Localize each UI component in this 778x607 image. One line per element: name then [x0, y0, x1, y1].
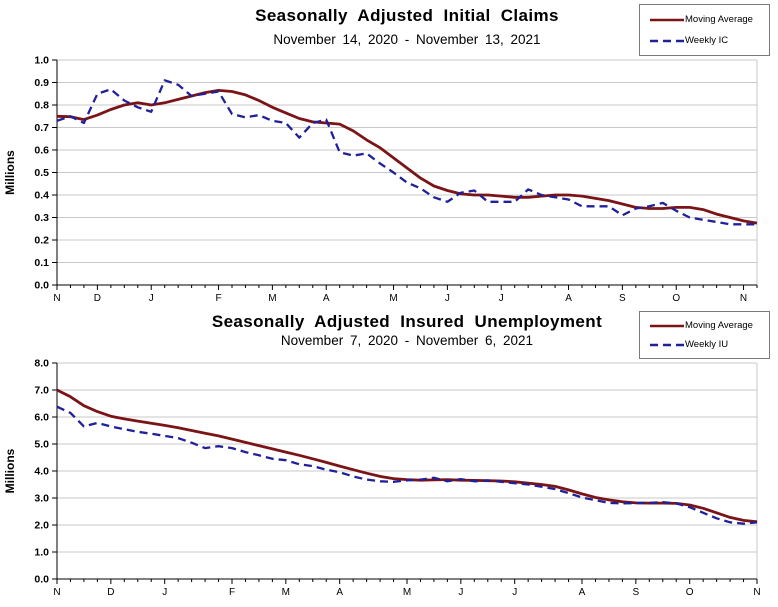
y-tick-label: 0.2 — [34, 235, 49, 247]
x-month-label: N — [740, 293, 747, 303]
initial-claims-chart: Seasonally Adjusted Initial Claims Novem… — [0, 0, 778, 303]
y-axis-title: Millions — [3, 150, 17, 195]
x-month-label: J — [512, 587, 517, 598]
x-month-label: J — [445, 293, 450, 303]
chart-subtitle: November 14, 2020 - November 13, 2021 — [273, 32, 541, 47]
insured-unemployment-titles: Seasonally Adjusted Insured Unemployment… — [57, 312, 757, 349]
x-month-label: M — [403, 587, 411, 598]
x-month-label: F — [215, 293, 221, 303]
y-axis-title: Millions — [3, 448, 17, 493]
y-tick-label: 0.8 — [34, 100, 49, 112]
moving-average-line-sample — [650, 18, 684, 21]
y-tick-label: 4.0 — [34, 466, 49, 478]
x-month-label: J — [499, 293, 504, 303]
moving-average-line-sample — [650, 324, 684, 327]
x-month-label: M — [389, 293, 397, 303]
legend-label: Weekly IU — [685, 339, 729, 350]
y-tick-label: 0.7 — [34, 122, 49, 134]
chart-subtitle: November 7, 2020 - November 6, 2021 — [280, 333, 534, 348]
x-month-label: O — [686, 587, 694, 598]
insured-unemployment-plot: 0.0 1.0 2.0 3.0 4.0 5.0 6.0 7.0 8.0 N D J F M A M J J A S O N… — [3, 358, 761, 599]
y-tick-label: 0.6 — [34, 145, 49, 157]
y-tick-label: 3.0 — [34, 493, 49, 505]
x-month-label: N — [753, 587, 760, 598]
x-month-label: O — [672, 293, 680, 303]
legend-label: Moving Average — [685, 14, 753, 25]
insured-unemployment-chart: Seasonally Adjusted Insured Unemployment… — [0, 303, 778, 607]
x-month-label: S — [633, 587, 640, 598]
x-month-label: S — [619, 293, 626, 303]
x-month-label: A — [565, 293, 572, 303]
y-tick-label: 0.0 — [34, 280, 49, 292]
y-tick-label: 1.0 — [34, 547, 49, 559]
y-tick-label: 0.3 — [34, 212, 49, 224]
legend-entry-moving-average: Moving Average — [649, 14, 769, 25]
moving-average-line — [56, 89, 758, 225]
y-tick-label: 8.0 — [34, 358, 49, 370]
x-month-label: A — [323, 293, 330, 303]
weekly-line-sample — [650, 39, 684, 42]
x-month-label: J — [162, 587, 167, 598]
x-month-label: J — [149, 293, 154, 303]
x-month-label: M — [268, 293, 276, 303]
legend: Moving Average Weekly IC — [639, 4, 770, 56]
legend-entry-weekly-ic: Weekly IC — [649, 35, 769, 46]
x-month-label: D — [107, 587, 114, 598]
y-tick-label: 2.0 — [34, 520, 49, 532]
chart-title: Seasonally Adjusted Initial Claims — [255, 6, 559, 25]
x-month-label: N — [53, 293, 60, 303]
y-tick-label: 0.9 — [34, 77, 49, 89]
initial-claims-titles: Seasonally Adjusted Initial Claims Novem… — [57, 6, 757, 48]
weekly-ic-line — [56, 79, 757, 226]
legend-entry-weekly-iu: Weekly IU — [649, 339, 769, 350]
chart-title: Seasonally Adjusted Insured Unemployment — [211, 312, 603, 331]
y-tick-label: 0.1 — [34, 257, 49, 269]
x-month-label: D — [94, 293, 101, 303]
legend: Moving Average Weekly IU — [639, 311, 770, 359]
x-month-label: J — [458, 587, 463, 598]
x-month-label: N — [53, 587, 60, 598]
y-tick-label: 7.0 — [34, 385, 49, 397]
y-tick-label: 0.5 — [34, 167, 49, 179]
x-month-label: M — [282, 587, 290, 598]
y-tick-label: 1.0 — [34, 55, 49, 67]
legend-entry-moving-average: Moving Average — [649, 320, 769, 331]
x-month-label: F — [229, 587, 235, 598]
initial-claims-plot: 0.0 0.1 0.2 0.3 0.4 0.5 0.6 0.7 0.8 0.9 1.0 N D J F M A M… — [3, 55, 758, 303]
y-tick-label: 0.4 — [34, 190, 49, 202]
y-tick-label: 0.0 — [34, 574, 49, 586]
weekly-iu-line — [56, 405, 758, 525]
legend-label: Moving Average — [685, 320, 753, 331]
y-tick-label: 6.0 — [34, 412, 49, 424]
x-month-label: A — [336, 587, 343, 598]
legend-label: Weekly IC — [685, 35, 729, 46]
x-month-label: A — [579, 587, 586, 598]
weekly-line-sample — [650, 343, 684, 346]
y-tick-label: 5.0 — [34, 439, 49, 451]
